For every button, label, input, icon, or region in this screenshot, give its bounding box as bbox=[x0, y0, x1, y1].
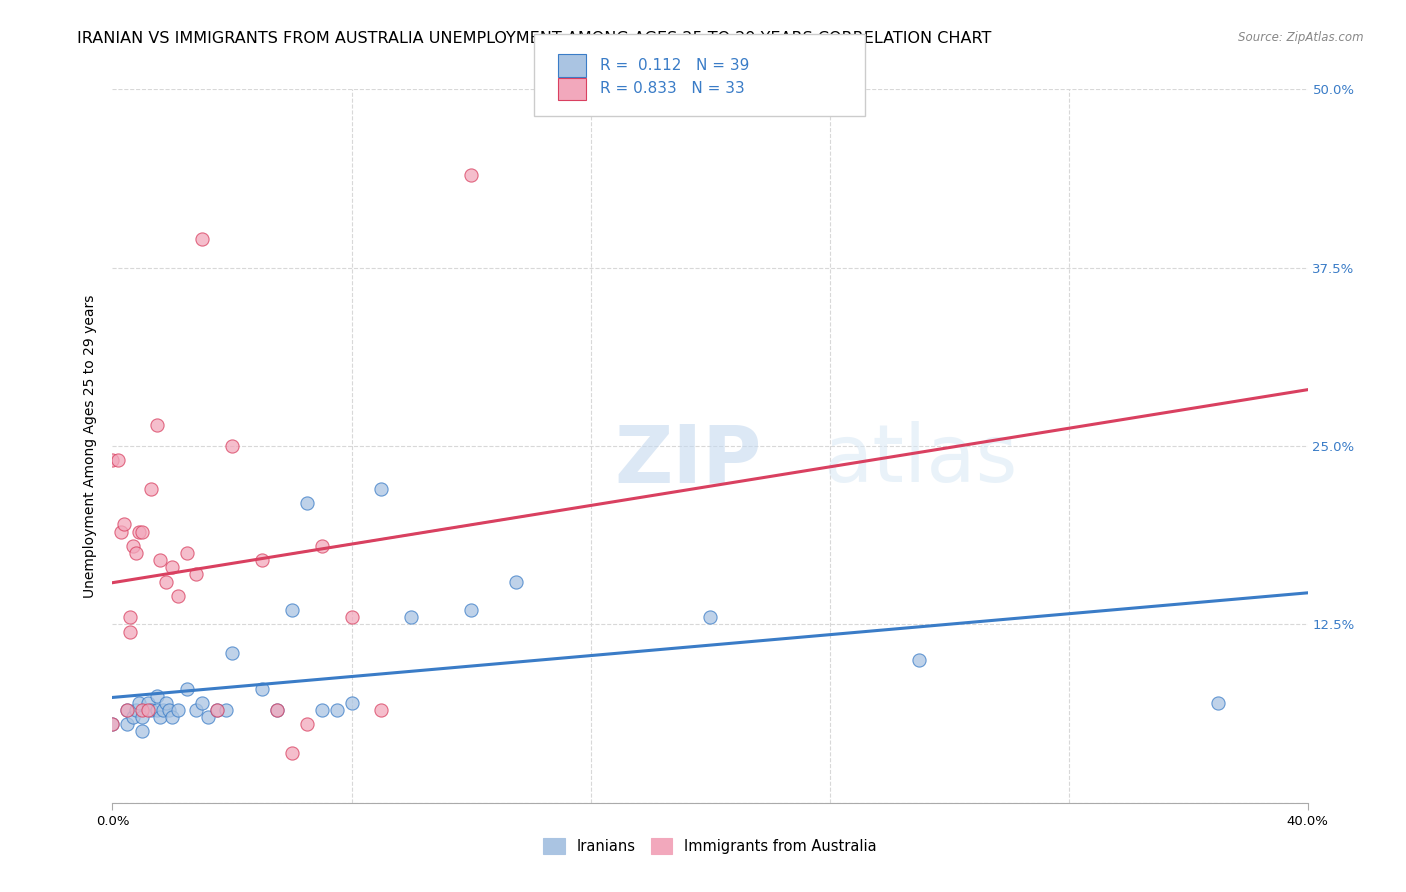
Point bbox=[138, 703, 160, 717]
Point bbox=[110, 524, 132, 539]
Point bbox=[370, 703, 392, 717]
Point bbox=[266, 703, 288, 717]
Text: Source: ZipAtlas.com: Source: ZipAtlas.com bbox=[1239, 31, 1364, 45]
Point bbox=[114, 517, 135, 532]
Point bbox=[101, 717, 124, 731]
Point bbox=[401, 610, 423, 624]
Point bbox=[128, 696, 150, 710]
Point bbox=[908, 653, 931, 667]
Point bbox=[149, 553, 172, 567]
Point bbox=[205, 703, 228, 717]
Point bbox=[460, 168, 482, 182]
Point bbox=[141, 703, 163, 717]
Point bbox=[167, 703, 190, 717]
Legend: Iranians, Immigrants from Australia: Iranians, Immigrants from Australia bbox=[537, 832, 883, 860]
Point bbox=[162, 710, 183, 724]
Point bbox=[101, 453, 124, 467]
Point bbox=[215, 703, 238, 717]
Text: IRANIAN VS IMMIGRANTS FROM AUSTRALIA UNEMPLOYMENT AMONG AGES 25 TO 29 YEARS CORR: IRANIAN VS IMMIGRANTS FROM AUSTRALIA UNE… bbox=[77, 31, 991, 46]
Point bbox=[191, 696, 214, 710]
Point bbox=[131, 710, 153, 724]
Point bbox=[266, 703, 288, 717]
Point bbox=[120, 624, 142, 639]
Point bbox=[125, 546, 148, 560]
Point bbox=[460, 603, 482, 617]
Point bbox=[122, 539, 145, 553]
Point bbox=[340, 696, 363, 710]
Point bbox=[131, 724, 153, 739]
Point bbox=[117, 703, 139, 717]
Point bbox=[101, 717, 124, 731]
Point bbox=[205, 703, 228, 717]
Point bbox=[295, 717, 318, 731]
Point bbox=[146, 417, 169, 432]
Point bbox=[162, 560, 183, 574]
Point bbox=[340, 610, 363, 624]
Point bbox=[107, 453, 129, 467]
Point bbox=[295, 496, 318, 510]
Point bbox=[186, 567, 208, 582]
Point bbox=[155, 574, 177, 589]
Point bbox=[281, 603, 304, 617]
Point bbox=[125, 703, 148, 717]
Point bbox=[146, 689, 169, 703]
Point bbox=[149, 710, 172, 724]
Point bbox=[122, 710, 145, 724]
Y-axis label: Unemployment Among Ages 25 to 29 years: Unemployment Among Ages 25 to 29 years bbox=[83, 294, 97, 598]
Point bbox=[157, 703, 180, 717]
Point bbox=[131, 703, 153, 717]
Point bbox=[221, 646, 243, 660]
Point bbox=[197, 710, 219, 724]
Point bbox=[120, 610, 142, 624]
Text: R =  0.112   N = 39: R = 0.112 N = 39 bbox=[600, 58, 749, 73]
Point bbox=[250, 553, 273, 567]
Point bbox=[117, 717, 139, 731]
Point bbox=[167, 589, 190, 603]
Text: ZIP: ZIP bbox=[614, 421, 762, 500]
Point bbox=[505, 574, 527, 589]
Point bbox=[128, 524, 150, 539]
Point bbox=[370, 482, 392, 496]
Point bbox=[191, 232, 214, 246]
Point bbox=[176, 546, 198, 560]
Point bbox=[186, 703, 208, 717]
Point bbox=[155, 696, 177, 710]
Point bbox=[176, 681, 198, 696]
Point bbox=[141, 482, 163, 496]
Point bbox=[131, 524, 153, 539]
Point bbox=[1206, 696, 1229, 710]
Point bbox=[699, 610, 721, 624]
Point bbox=[138, 696, 160, 710]
Point bbox=[325, 703, 347, 717]
Point bbox=[221, 439, 243, 453]
Point bbox=[311, 539, 333, 553]
Text: atlas: atlas bbox=[824, 421, 1018, 500]
Text: R = 0.833   N = 33: R = 0.833 N = 33 bbox=[600, 81, 745, 96]
Point bbox=[152, 703, 174, 717]
Point bbox=[117, 703, 139, 717]
Point bbox=[250, 681, 273, 696]
Point bbox=[281, 746, 304, 760]
Point bbox=[146, 703, 169, 717]
Point bbox=[311, 703, 333, 717]
